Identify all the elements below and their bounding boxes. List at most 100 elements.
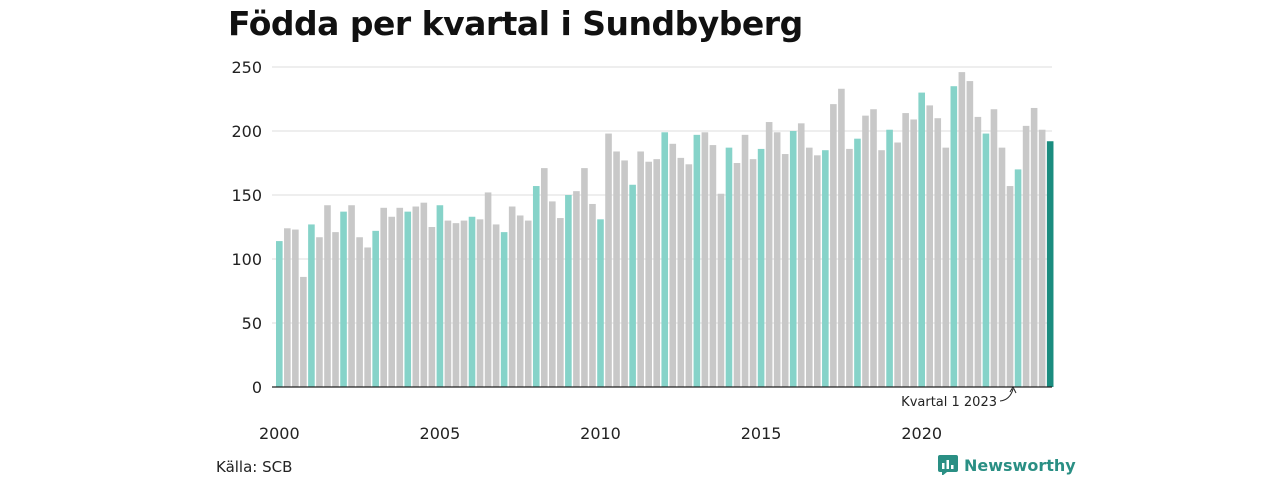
y-tick-label: 50 xyxy=(242,314,262,333)
bar xyxy=(1046,141,1054,387)
bar xyxy=(966,81,974,387)
bar xyxy=(348,205,355,387)
bar xyxy=(573,191,580,387)
bar xyxy=(565,195,572,387)
bar xyxy=(516,215,524,387)
bar xyxy=(300,276,307,387)
bar xyxy=(990,109,998,388)
bar xyxy=(412,206,420,387)
bar xyxy=(581,168,588,387)
bar xyxy=(316,237,323,387)
x-axis-ticks: 2000 2005 2010 2015 2020 xyxy=(259,424,942,443)
bar xyxy=(902,113,909,387)
x-tick-label: 2015 xyxy=(741,424,782,443)
bar xyxy=(589,203,596,387)
bar xyxy=(934,118,942,387)
bar xyxy=(918,92,925,387)
bar xyxy=(773,132,781,387)
bar xyxy=(613,151,620,387)
bar xyxy=(332,232,339,387)
y-tick-label: 0 xyxy=(252,378,262,397)
chart-title: Födda per kvartal i Sundbyberg xyxy=(228,4,803,43)
bar xyxy=(998,147,1006,387)
bar xyxy=(797,123,805,387)
bar xyxy=(324,205,331,387)
bar xyxy=(709,145,717,387)
bar xyxy=(500,232,508,387)
x-tick-label: 2010 xyxy=(580,424,621,443)
bar xyxy=(685,164,693,387)
annotation-label: Kvartal 1 2023 xyxy=(901,395,997,410)
bar xyxy=(340,211,347,387)
brand-logo: Newsworthy xyxy=(938,455,1076,475)
bar xyxy=(484,192,492,387)
bar xyxy=(910,119,917,387)
x-tick-label: 2005 xyxy=(420,424,461,443)
bar xyxy=(637,151,644,387)
bar xyxy=(741,134,749,387)
bar xyxy=(974,116,982,388)
bar xyxy=(982,133,990,387)
y-tick-label: 150 xyxy=(231,186,262,205)
bar xyxy=(886,129,893,387)
bar xyxy=(749,159,757,387)
bar xyxy=(717,193,725,387)
bar xyxy=(420,202,428,387)
bar xyxy=(452,223,460,387)
bar xyxy=(404,211,412,387)
bar xyxy=(693,134,701,387)
x-tick-label: 2020 xyxy=(901,424,942,443)
bar xyxy=(508,206,516,387)
bar xyxy=(878,150,885,387)
bar xyxy=(468,216,476,387)
bar xyxy=(436,205,444,387)
bar xyxy=(661,132,669,387)
bar xyxy=(621,160,628,387)
bar xyxy=(492,224,500,387)
y-tick-label: 200 xyxy=(231,122,262,141)
bar xyxy=(284,228,291,387)
bar xyxy=(444,220,452,387)
bar xyxy=(926,105,934,388)
bar xyxy=(629,184,636,387)
bar xyxy=(757,148,765,387)
chart-logo-icon xyxy=(938,455,958,475)
brand-name: Newsworthy xyxy=(964,455,1076,475)
bar xyxy=(364,247,371,387)
bar xyxy=(669,143,677,387)
y-tick-label: 100 xyxy=(231,250,262,269)
bar xyxy=(532,186,540,387)
bar xyxy=(805,147,813,387)
bar xyxy=(1038,129,1046,387)
bar xyxy=(942,147,950,387)
bar xyxy=(356,237,363,387)
bar xyxy=(822,150,829,387)
bar xyxy=(549,201,556,387)
bar xyxy=(830,104,837,388)
bar xyxy=(1030,107,1038,388)
bar xyxy=(276,241,283,387)
bar xyxy=(677,157,685,387)
bar xyxy=(854,138,861,387)
bar xyxy=(388,216,396,387)
bar xyxy=(292,229,299,387)
bar xyxy=(308,224,315,387)
bar xyxy=(789,131,797,387)
bar xyxy=(894,142,901,387)
bar xyxy=(838,88,845,387)
bar xyxy=(380,207,387,387)
bar xyxy=(557,218,564,387)
bar xyxy=(653,159,661,387)
y-tick-label: 250 xyxy=(231,58,262,77)
bar xyxy=(1022,125,1030,387)
bar xyxy=(950,86,958,387)
bar xyxy=(428,227,436,387)
annotation: Kvartal 1 2023 xyxy=(901,385,1017,410)
bar xyxy=(781,154,789,387)
bar xyxy=(958,72,966,388)
source-note: Källa: SCB xyxy=(216,458,293,476)
bar xyxy=(870,109,877,388)
x-tick-label: 2000 xyxy=(259,424,300,443)
bar xyxy=(460,220,468,387)
